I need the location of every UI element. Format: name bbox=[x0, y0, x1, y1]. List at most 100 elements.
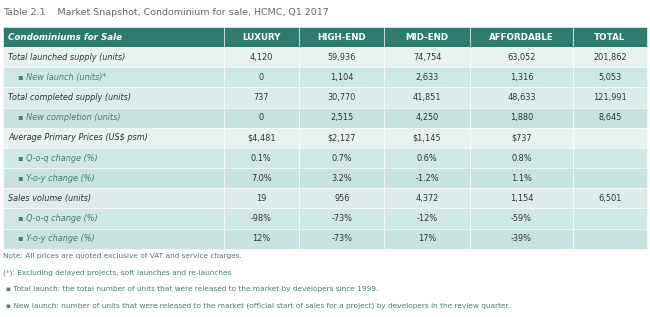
Bar bbox=[384, 47, 470, 67]
Text: Note: All prices are quoted exclusive of VAT and service charges.: Note: All prices are quoted exclusive of… bbox=[3, 253, 242, 259]
Bar bbox=[573, 148, 647, 168]
Bar bbox=[299, 47, 384, 67]
Bar bbox=[3, 148, 224, 168]
Text: Average Primary Prices (US$ psm): Average Primary Prices (US$ psm) bbox=[8, 133, 148, 142]
Text: $737: $737 bbox=[512, 133, 532, 142]
Text: 7.0%: 7.0% bbox=[251, 174, 272, 183]
Bar bbox=[3, 229, 224, 249]
Bar bbox=[3, 67, 224, 87]
Text: HIGH-END: HIGH-END bbox=[317, 33, 366, 42]
Text: 2,515: 2,515 bbox=[330, 113, 354, 122]
Text: 59,936: 59,936 bbox=[328, 53, 356, 62]
Text: (*): Excluding delayed projects, soft launches and re-launches: (*): Excluding delayed projects, soft la… bbox=[3, 269, 231, 276]
Text: $1,145: $1,145 bbox=[413, 133, 441, 142]
Text: 4,372: 4,372 bbox=[415, 194, 439, 203]
Bar bbox=[224, 229, 299, 249]
Text: -39%: -39% bbox=[511, 234, 532, 243]
Text: ▪ Q-o-q change (%): ▪ Q-o-q change (%) bbox=[18, 153, 98, 163]
Text: 4,250: 4,250 bbox=[415, 113, 439, 122]
Text: ▪ Q-o-q change (%): ▪ Q-o-q change (%) bbox=[18, 214, 98, 223]
Bar bbox=[384, 188, 470, 209]
Bar bbox=[384, 87, 470, 108]
Bar bbox=[299, 229, 384, 249]
Bar bbox=[573, 128, 647, 148]
Text: -98%: -98% bbox=[251, 214, 272, 223]
Bar bbox=[224, 148, 299, 168]
Bar bbox=[3, 108, 224, 128]
Bar bbox=[224, 87, 299, 108]
Text: $4,481: $4,481 bbox=[247, 133, 276, 142]
Bar bbox=[470, 209, 573, 229]
Text: 5,053: 5,053 bbox=[599, 73, 621, 82]
Bar bbox=[384, 229, 470, 249]
Text: -12%: -12% bbox=[417, 214, 437, 223]
Text: 737: 737 bbox=[254, 93, 269, 102]
Text: $2,127: $2,127 bbox=[328, 133, 356, 142]
Text: 19: 19 bbox=[256, 194, 266, 203]
Text: 0.7%: 0.7% bbox=[332, 153, 352, 163]
Text: LUXURY: LUXURY bbox=[242, 33, 281, 42]
Text: 0.8%: 0.8% bbox=[512, 153, 532, 163]
Bar bbox=[3, 27, 224, 47]
Bar bbox=[299, 108, 384, 128]
Text: 0: 0 bbox=[259, 113, 264, 122]
Bar bbox=[573, 87, 647, 108]
Bar bbox=[384, 128, 470, 148]
Text: 121,991: 121,991 bbox=[593, 93, 627, 102]
Text: ▪ New launch (units)*: ▪ New launch (units)* bbox=[18, 73, 106, 82]
Text: 4,120: 4,120 bbox=[250, 53, 273, 62]
Bar bbox=[299, 67, 384, 87]
Text: 17%: 17% bbox=[418, 234, 436, 243]
Bar bbox=[224, 108, 299, 128]
Text: 3.2%: 3.2% bbox=[332, 174, 352, 183]
Text: 30,770: 30,770 bbox=[328, 93, 356, 102]
Text: 74,754: 74,754 bbox=[413, 53, 441, 62]
Text: 0: 0 bbox=[259, 73, 264, 82]
Bar bbox=[573, 27, 647, 47]
Bar bbox=[3, 188, 224, 209]
Text: 41,851: 41,851 bbox=[413, 93, 441, 102]
Bar bbox=[573, 188, 647, 209]
Bar bbox=[384, 108, 470, 128]
Text: Total launched supply (units): Total launched supply (units) bbox=[8, 53, 125, 62]
Text: 1,154: 1,154 bbox=[510, 194, 533, 203]
Text: 1,880: 1,880 bbox=[510, 113, 533, 122]
Bar bbox=[470, 188, 573, 209]
Text: -1.2%: -1.2% bbox=[415, 174, 439, 183]
Bar bbox=[384, 168, 470, 188]
Text: 2,633: 2,633 bbox=[415, 73, 439, 82]
Bar bbox=[573, 67, 647, 87]
Text: ▪ Y-o-y change (%): ▪ Y-o-y change (%) bbox=[18, 174, 94, 183]
Text: ▪ Y-o-y change (%): ▪ Y-o-y change (%) bbox=[18, 234, 94, 243]
Bar bbox=[384, 27, 470, 47]
Text: Condominiums for Sale: Condominiums for Sale bbox=[8, 33, 122, 42]
Text: ▪ New completion (units): ▪ New completion (units) bbox=[18, 113, 120, 122]
Bar bbox=[573, 209, 647, 229]
Bar bbox=[384, 148, 470, 168]
Bar bbox=[573, 108, 647, 128]
Text: 1.1%: 1.1% bbox=[511, 174, 532, 183]
Bar bbox=[573, 229, 647, 249]
Text: 12%: 12% bbox=[252, 234, 270, 243]
Text: 0.6%: 0.6% bbox=[417, 153, 437, 163]
Bar bbox=[299, 188, 384, 209]
Bar bbox=[470, 168, 573, 188]
Text: 0.1%: 0.1% bbox=[251, 153, 272, 163]
Bar bbox=[3, 47, 224, 67]
Bar bbox=[470, 27, 573, 47]
Bar bbox=[224, 168, 299, 188]
Bar bbox=[224, 67, 299, 87]
Text: 956: 956 bbox=[334, 194, 350, 203]
Bar bbox=[299, 148, 384, 168]
Bar bbox=[3, 168, 224, 188]
Bar bbox=[299, 27, 384, 47]
Bar bbox=[224, 27, 299, 47]
Text: Sales volume (units): Sales volume (units) bbox=[8, 194, 92, 203]
Text: AFFORDABLE: AFFORDABLE bbox=[489, 33, 554, 42]
Text: 48,633: 48,633 bbox=[507, 93, 536, 102]
Text: 1,316: 1,316 bbox=[510, 73, 533, 82]
Bar bbox=[384, 67, 470, 87]
Text: ▪ New launch: number of units that were released to the market (official start o: ▪ New launch: number of units that were … bbox=[6, 302, 511, 309]
Text: -73%: -73% bbox=[332, 214, 352, 223]
Bar bbox=[470, 47, 573, 67]
